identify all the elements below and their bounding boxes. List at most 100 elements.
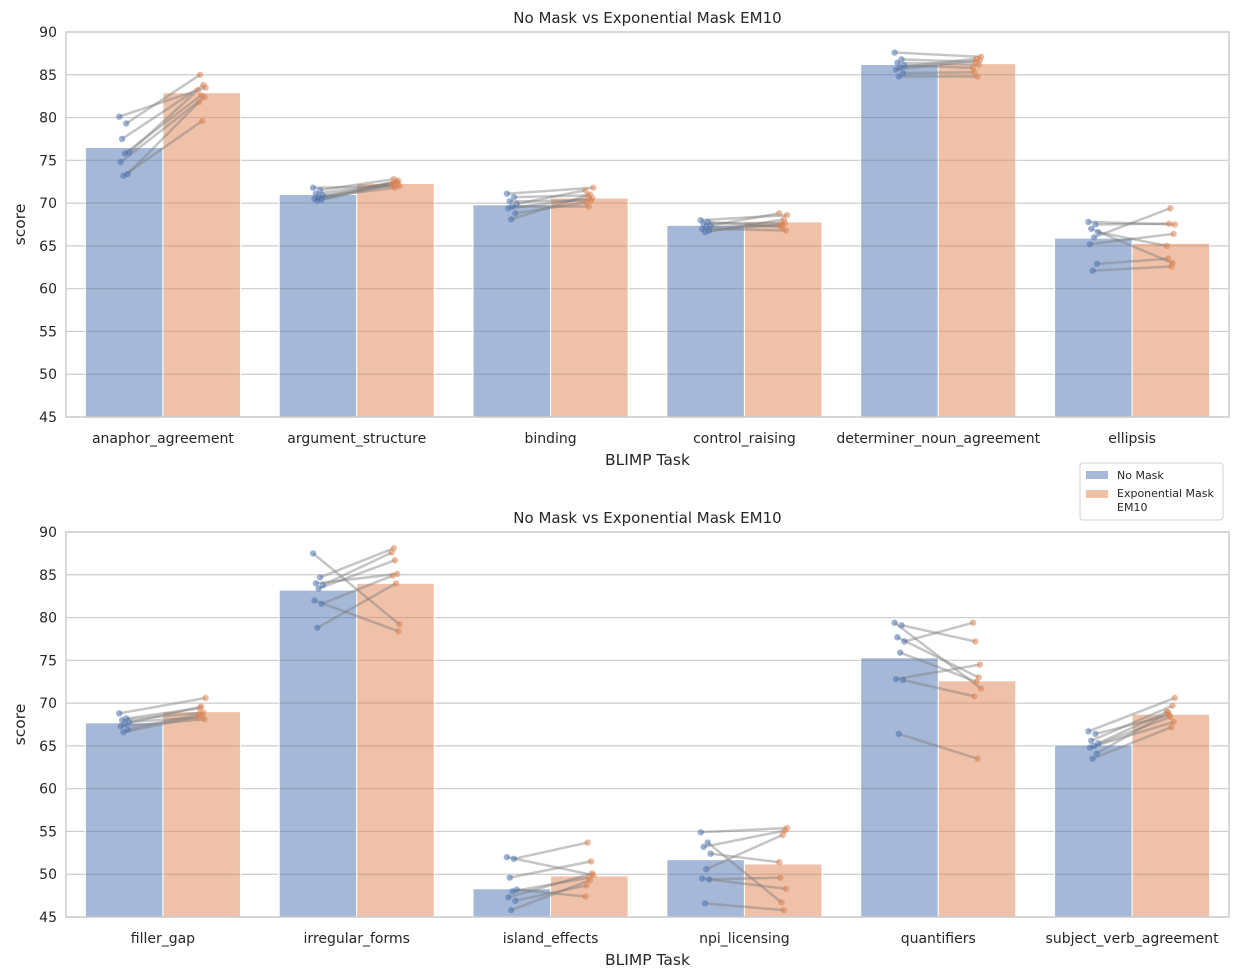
axes-frame [65,31,1230,418]
pair-connector-line [322,183,392,197]
point-no-mask [506,198,513,205]
pair-connector-line [704,902,784,912]
point-no-mask [510,855,518,863]
pair-connector-line [508,196,593,210]
point-exponential-mask [1164,709,1172,716]
point-exponential-mask [1167,205,1174,212]
pair-connector-line [702,227,787,232]
pair-connector-line [124,94,202,155]
pair-connector-line [710,852,780,864]
point-no-mask [314,197,321,204]
point-exponential-mask [388,549,395,556]
pair-connector-line [1092,265,1172,272]
point-exponential-mask [392,580,400,587]
pair-connector-line [319,177,395,192]
y-tick-label: 55 [39,324,57,340]
bar-no-mask [1054,237,1133,418]
point-exponential-mask [196,71,204,78]
point-exponential-mask [779,831,786,839]
point-no-mask [309,184,317,191]
pair-connector-line [121,711,204,722]
pair-connector-line [904,621,974,643]
point-no-mask [503,853,511,861]
pair-connector-line [120,718,205,728]
bar-exponential-mask [162,711,241,918]
pair-connector-line [710,212,780,227]
pair-connector-line [901,624,976,643]
pair-connector-line [314,179,399,201]
pair-connector-line [899,651,977,683]
point-exponential-mask [776,859,783,866]
point-exponential-mask [391,557,399,564]
x-tick-label: anaphor_agreement [92,431,234,447]
point-no-mask [315,585,322,592]
point-exponential-mask [199,712,206,720]
point-exponential-mask [1165,220,1173,227]
pair-connector-line [707,220,782,229]
point-no-mask [507,906,515,914]
y-tick-label: 85 [39,68,57,84]
point-exponential-mask [582,187,589,194]
point-exponential-mask [1163,242,1171,250]
bar-no-mask [860,64,939,418]
point-no-mask [509,888,516,895]
pair-connector-line [513,841,588,861]
point-exponential-mask [783,211,791,219]
pair-connector-line [1096,711,1169,755]
pair-connector-line [705,833,784,871]
point-no-mask [1090,234,1098,241]
x-tick-label: ellipsis [1108,431,1156,447]
x-tick-label: subject_verb_agreement [1046,931,1220,947]
pair-connector-line [1089,232,1174,246]
point-exponential-mask [976,661,984,668]
chart-title: No Mask vs Exponential Mask EM10 [513,509,781,527]
point-no-mask [120,172,127,179]
bar-exponential-mask [1131,713,1211,918]
point-no-mask [1089,267,1096,274]
chart-title: No Mask vs Exponential Mask EM10 [513,9,781,27]
point-exponential-mask [776,210,783,217]
point-no-mask [891,49,898,56]
point-exponential-mask [778,899,785,906]
pair-connector-line [706,841,783,904]
pair-connector-line [1087,696,1176,733]
pair-connector-line [122,119,203,177]
x-tick-label: irregular_forms [304,931,410,947]
point-exponential-mask [194,86,201,94]
pair-connector-line [312,552,401,626]
y-tick-label: 65 [39,739,57,755]
bar-no-mask [666,224,745,418]
x-tick-label: control_raising [693,431,796,447]
y-tick-label: 90 [39,25,57,41]
bar-exponential-mask [937,680,1017,918]
y-tick-label: 70 [39,196,57,212]
point-no-mask [123,120,130,127]
bar-no-mask [278,194,358,418]
point-no-mask [705,876,713,883]
pair-connector-line [1095,222,1170,226]
point-exponential-mask [392,178,400,185]
point-exponential-mask [777,221,784,228]
point-no-mask [121,150,129,157]
pair-connector-line [313,184,400,189]
point-no-mask [503,190,511,197]
y-tick-label: 55 [39,824,57,840]
point-exponential-mask [1171,694,1178,702]
pair-connector-line [709,223,781,232]
point-exponential-mask [584,839,591,846]
pair-connector-line [119,96,206,164]
point-no-mask [1092,730,1099,738]
pair-connector-line [895,663,981,681]
point-exponential-mask [195,98,203,106]
point-exponential-mask [971,69,978,76]
point-no-mask [312,580,320,587]
legend: No Mask Exponential Mask EM10 [1079,462,1224,521]
y-tick-label: 50 [39,367,57,383]
point-no-mask [698,875,706,882]
x-axis-label: BLIMP Task [605,951,690,969]
pair-connector-line [119,696,206,715]
pair-connector-line [895,58,980,71]
pair-connector-line [315,181,398,195]
point-no-mask [892,675,900,683]
pair-connector-line [121,84,205,140]
